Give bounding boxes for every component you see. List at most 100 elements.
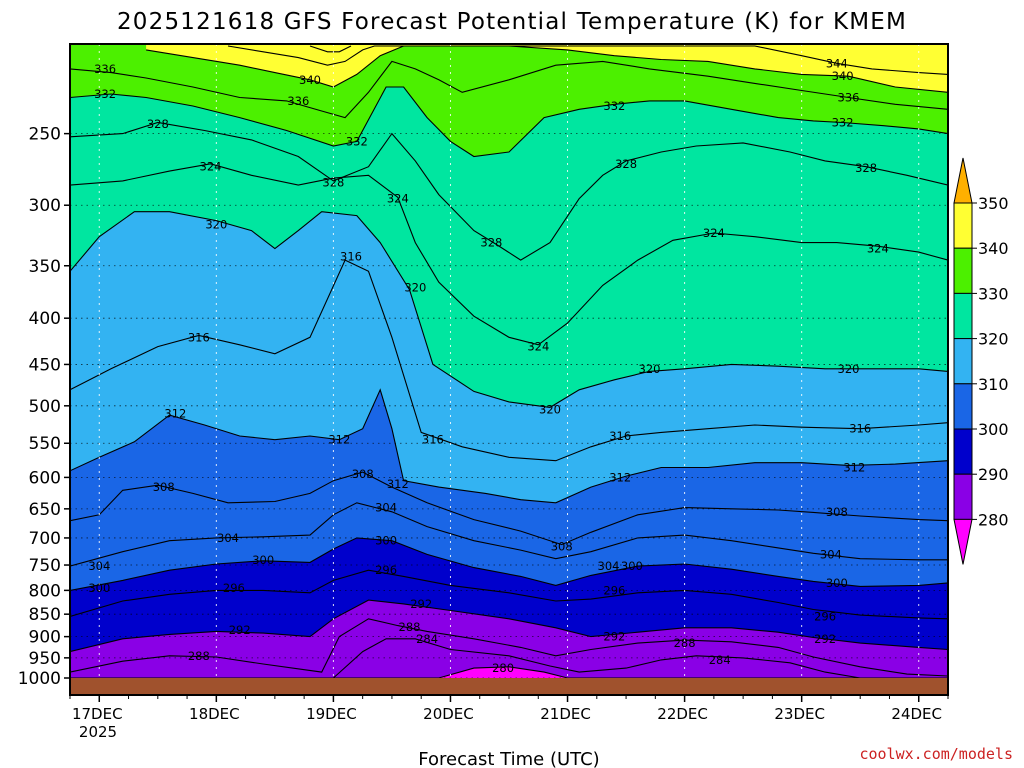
contour-label: 332 <box>346 134 368 148</box>
x-axis-year-label: 2025 <box>79 723 117 741</box>
x-tick-label: 18DEC <box>189 705 240 723</box>
fill-band-348 <box>310 44 351 52</box>
contour-label: 320 <box>539 403 561 417</box>
contour-label: 324 <box>200 160 222 174</box>
contour-label: 312 <box>843 461 865 475</box>
contour-label: 308 <box>826 505 848 519</box>
contour-label: 344 <box>826 56 848 70</box>
y-tick-label: 400 <box>29 309 61 329</box>
contour-label: 292 <box>814 632 836 646</box>
contour-label: 328 <box>855 161 877 175</box>
y-tick-label: 600 <box>29 468 61 488</box>
chart-title: 2025121618 GFS Forecast Potential Temper… <box>117 9 907 35</box>
x-tick-label: 17DEC <box>72 705 123 723</box>
colorbar-segment <box>953 338 973 385</box>
y-tick-label: 800 <box>29 581 61 601</box>
isentrope-288 <box>70 618 948 677</box>
contour-label: 304 <box>820 547 842 561</box>
colorbar-tick-label: 280 <box>978 510 1009 529</box>
contour-label: 312 <box>164 407 186 421</box>
colorbar-tick-label: 300 <box>978 420 1009 439</box>
isentrope-308 <box>70 471 948 546</box>
contour-label: 292 <box>229 623 251 637</box>
contour-label: 300 <box>621 559 643 573</box>
contour-label: 300 <box>88 581 110 595</box>
colorbar-segment <box>953 292 973 340</box>
colorbar-tick-label: 320 <box>978 330 1009 349</box>
contour-label: 340 <box>299 73 321 87</box>
x-tick-label: 19DEC <box>306 705 357 723</box>
fill-band-344 <box>228 44 948 75</box>
y-tick-label: 350 <box>29 257 61 277</box>
contour-label: 308 <box>551 539 573 553</box>
contour-label: 340 <box>832 69 854 83</box>
contour-label: 300 <box>252 553 274 567</box>
contour-label: 300 <box>826 576 848 590</box>
colorbar-arrow-top <box>953 157 973 204</box>
contour-label: 320 <box>205 217 227 231</box>
contour-label: 288 <box>399 620 421 634</box>
contour-label: 308 <box>153 480 175 494</box>
contour-label: 328 <box>147 117 169 131</box>
colorbar-arrow-bottom <box>953 518 973 565</box>
contour-label: 324 <box>387 192 409 206</box>
isentrope-344 <box>227 45 948 75</box>
y-tick-label: 1000 <box>18 669 61 689</box>
isentrope-336 <box>70 60 948 119</box>
credit-text[interactable]: coolwx.com/models <box>859 745 1013 763</box>
y-tick-label: 650 <box>29 500 61 520</box>
isentrope-332 <box>70 86 948 158</box>
colorbar-tick-label: 290 <box>978 465 1009 484</box>
isentrope-328 <box>70 121 948 261</box>
contour-label: 324 <box>703 226 725 240</box>
contour-label: 288 <box>188 649 210 663</box>
potential-temperature-fill-layer <box>70 44 948 695</box>
contour-label: 300 <box>375 534 397 548</box>
contour-label: 336 <box>94 62 116 76</box>
contour-label: 316 <box>849 422 871 436</box>
contour-label: 312 <box>387 477 409 491</box>
contour-label: 332 <box>832 116 854 130</box>
colorbar-segment <box>953 202 973 249</box>
contour-label: 320 <box>838 362 860 376</box>
y-axis: 250 300 350 400 450 500 550 600 650 700 750 800 850 9… <box>18 125 70 689</box>
contour-label: 292 <box>603 630 625 644</box>
colorbar-segment <box>953 383 973 430</box>
contour-label: 336 <box>838 91 860 105</box>
isentrope-296 <box>70 569 948 620</box>
contour-label: 320 <box>639 362 661 376</box>
x-axis: 17DEC 18DEC 19DEC 20DEC 21DEC 22DEC 23DEC 24DEC <box>69 695 949 723</box>
y-tick-label: 450 <box>29 355 61 375</box>
isentrope-contour-layer <box>70 45 948 679</box>
y-tick-label: 700 <box>29 529 61 549</box>
contour-label: 332 <box>94 87 116 101</box>
grid-layer <box>70 44 948 695</box>
x-tick-label: 24DEC <box>891 705 942 723</box>
contour-label: 328 <box>480 236 502 250</box>
y-tick-label: 750 <box>29 556 61 576</box>
contour-label: 308 <box>352 467 374 481</box>
contour-label-layer: 336 332 328 324 320 316 312 308 304 304 300 300 296 2… <box>88 56 888 675</box>
y-tick-label: 500 <box>29 397 61 417</box>
contour-label: 296 <box>603 583 625 597</box>
contour-label: 304 <box>88 559 110 573</box>
contour-label: 288 <box>674 636 696 650</box>
isentrope-312 <box>70 388 948 504</box>
colorbar-tick-label: 330 <box>978 284 1009 303</box>
contour-label: 316 <box>609 429 631 443</box>
contour-label: 292 <box>410 597 432 611</box>
isentrope-292 <box>70 599 948 653</box>
contour-label: 304 <box>217 531 239 545</box>
y-tick-label: 550 <box>29 434 61 454</box>
contour-label: 312 <box>609 470 631 484</box>
contour-label: 328 <box>615 157 637 171</box>
x-tick-label: 20DEC <box>423 705 474 723</box>
x-tick-label: 23DEC <box>774 705 825 723</box>
colorbar-segment <box>953 247 973 294</box>
isentrope-304 <box>70 502 948 567</box>
contour-label: 284 <box>709 653 731 667</box>
isentrope-316 <box>70 259 948 462</box>
isentrope-324 <box>70 163 948 346</box>
contour-label: 312 <box>328 433 350 447</box>
